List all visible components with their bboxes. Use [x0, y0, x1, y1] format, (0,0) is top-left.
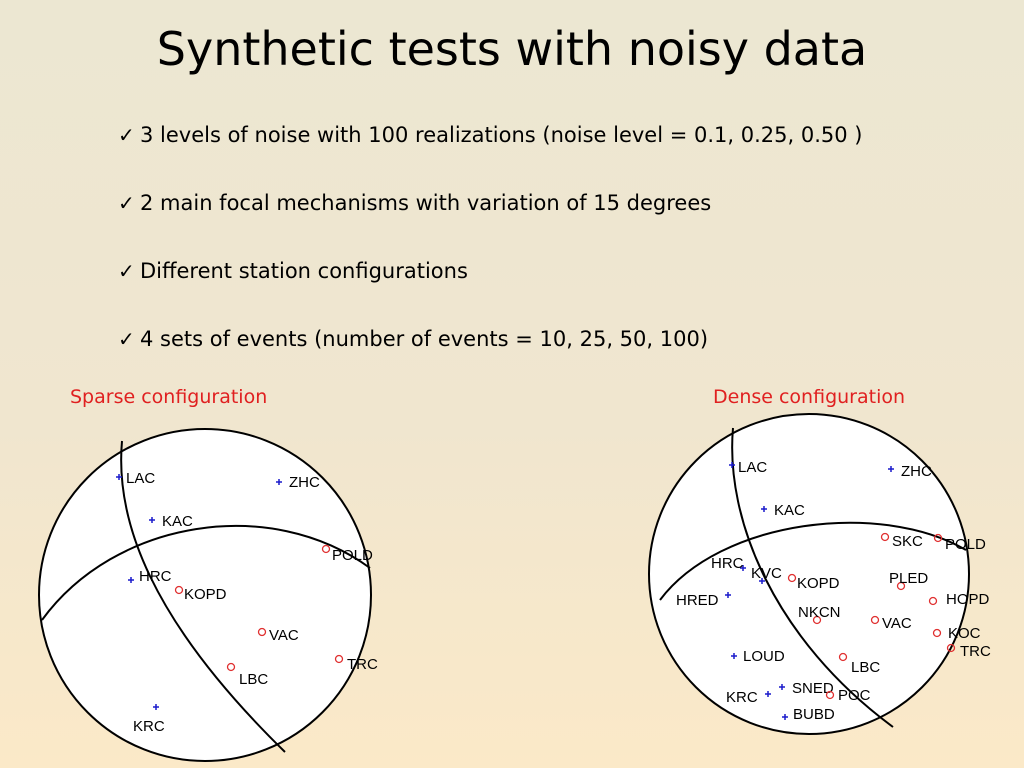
- station-label: VAC: [269, 627, 299, 644]
- station-circle-marker: [812, 615, 822, 625]
- station-label: TRC: [347, 656, 378, 673]
- station-plus-marker: [765, 691, 771, 697]
- station-plus-marker: [779, 684, 785, 690]
- station-plus-marker: [276, 479, 282, 485]
- station-label: HOPD: [946, 591, 990, 608]
- bullet-text: 4 sets of events (number of events = 10,…: [140, 327, 709, 351]
- station-label: SKC: [892, 533, 923, 550]
- station-circle-marker: [226, 662, 236, 672]
- station-label: POC: [838, 687, 871, 704]
- sparse-stations: LAC ZHC KAC POLD HRC KOPD VAC TRC LBC KRC: [116, 470, 378, 735]
- station-label: ZHC: [901, 463, 932, 480]
- station-label: HRC: [139, 568, 172, 585]
- station-label: KOC: [948, 625, 981, 642]
- dense-nodal-plane-2: [659, 521, 967, 601]
- station-plus-marker: [729, 462, 735, 468]
- station-label: BUBD: [793, 706, 835, 723]
- station-label: KRC: [726, 689, 758, 706]
- station-label: KVC: [751, 565, 782, 582]
- station-plus-marker: [740, 565, 746, 571]
- dense-stations: LAC ZHC KAC SKC POLD HRC KVC KOPD PLED HRED HOPD NK…: [676, 459, 991, 723]
- station-label: LBC: [851, 659, 880, 676]
- station-plus-marker: [782, 714, 788, 720]
- station-circle-marker: [334, 654, 344, 664]
- station-plus-marker: [731, 653, 737, 659]
- station-circle-marker: [321, 544, 331, 554]
- bullet-text: 3 levels of noise with 100 realizations …: [140, 123, 863, 147]
- checkmark-icon: ✓: [118, 259, 135, 283]
- dense-nodal-plane-1: [731, 427, 894, 728]
- station-label: HRED: [676, 592, 719, 609]
- dense-beachball: LAC ZHC KAC SKC POLD HRC KVC KOPD PLED HRED HOPD NK…: [648, 413, 991, 735]
- station-label: KOPD: [184, 586, 227, 603]
- station-label: ZHC: [289, 474, 320, 491]
- station-circle-marker: [880, 532, 890, 542]
- station-label: VAC: [882, 615, 912, 632]
- checkmark-icon: ✓: [118, 191, 135, 215]
- station-label: SNED: [792, 680, 834, 697]
- station-label: NKCN: [798, 604, 841, 621]
- bullet-item: ✓ 4 sets of events (number of events = 1…: [118, 322, 862, 356]
- bullet-text: 2 main focal mechanisms with variation o…: [140, 191, 712, 215]
- bullet-item: ✓ 2 main focal mechanisms with variation…: [118, 186, 862, 220]
- station-plus-marker: [149, 517, 155, 523]
- station-circle-marker: [174, 585, 184, 595]
- station-label: KAC: [774, 502, 805, 519]
- slide-title: Synthetic tests with noisy data: [156, 22, 868, 76]
- station-plus-marker: [761, 506, 767, 512]
- station-circle-marker: [838, 652, 848, 662]
- dense-config-label: Dense configuration: [713, 386, 906, 408]
- station-label: KAC: [162, 513, 193, 530]
- station-plus-marker: [888, 466, 894, 472]
- bullet-item: ✓ Different station configurations: [118, 254, 862, 288]
- station-circle-marker: [787, 573, 797, 583]
- station-circle-marker: [928, 596, 938, 606]
- bullet-item: ✓ 3 levels of noise with 100 realization…: [118, 118, 862, 152]
- station-label: HRC: [711, 555, 744, 572]
- dense-sphere-outline: [648, 413, 970, 735]
- station-circle-marker: [933, 533, 943, 543]
- station-label: LAC: [126, 470, 155, 487]
- station-label: POLD: [945, 536, 986, 553]
- station-circle-marker: [870, 615, 880, 625]
- sparse-beachball: LAC ZHC KAC POLD HRC KOPD VAC TRC LBC KRC: [38, 428, 378, 762]
- station-circle-marker: [932, 628, 942, 638]
- station-circle-marker: [896, 581, 906, 591]
- checkmark-icon: ✓: [118, 327, 135, 351]
- station-label: PLED: [889, 570, 928, 587]
- station-label: TRC: [960, 643, 991, 660]
- bullet-text: Different station configurations: [140, 259, 468, 283]
- bullet-list: ✓ 3 levels of noise with 100 realization…: [118, 118, 862, 390]
- station-circle-marker: [946, 643, 956, 653]
- station-plus-marker: [725, 592, 731, 598]
- station-label: KRC: [133, 718, 165, 735]
- checkmark-icon: ✓: [118, 123, 135, 147]
- station-plus-marker: [116, 474, 122, 480]
- sparse-nodal-plane-1: [120, 440, 286, 753]
- station-plus-marker: [759, 578, 765, 584]
- station-label: LBC: [239, 671, 268, 688]
- station-plus-marker: [128, 577, 134, 583]
- station-circle-marker: [257, 627, 267, 637]
- station-label: KOPD: [797, 575, 840, 592]
- sparse-config-label: Sparse configuration: [70, 386, 268, 408]
- station-circle-marker: [825, 690, 835, 700]
- sparse-nodal-plane-2: [41, 524, 371, 621]
- station-label: LAC: [738, 459, 767, 476]
- sparse-sphere-outline: [38, 428, 372, 762]
- station-label: POLD: [332, 547, 373, 564]
- station-label: LOUD: [743, 648, 785, 665]
- station-plus-marker: [153, 704, 159, 710]
